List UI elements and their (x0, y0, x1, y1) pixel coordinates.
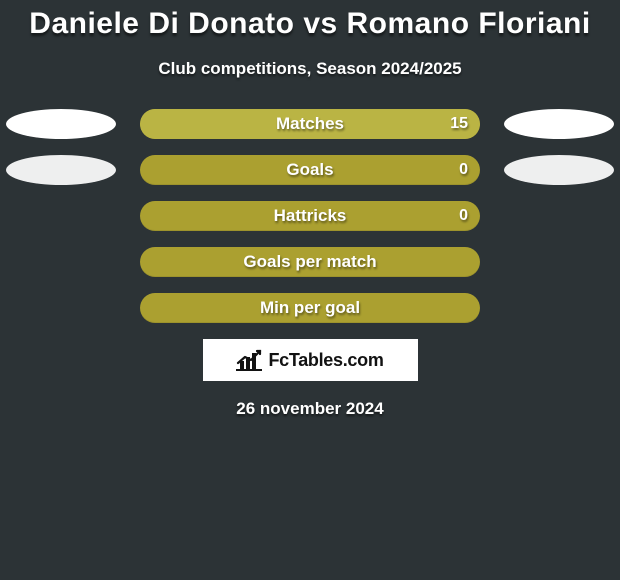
stat-bar: Goals0 (140, 155, 480, 185)
stat-label: Hattricks (140, 206, 480, 226)
page-subtitle: Club competitions, Season 2024/2025 (0, 59, 620, 79)
stat-bar-fill (140, 109, 480, 139)
generated-date: 26 november 2024 (0, 399, 620, 419)
page-title: Daniele Di Donato vs Romano Floriani (0, 4, 620, 43)
stat-row: Min per goal (0, 293, 620, 323)
stats-container: Matches15Goals0Hattricks0Goals per match… (0, 109, 620, 323)
stat-row: Goals per match (0, 247, 620, 277)
stat-row: Goals0 (0, 155, 620, 185)
stat-row: Matches15 (0, 109, 620, 139)
stat-bar: Matches15 (140, 109, 480, 139)
player-left-oval (6, 109, 116, 139)
stat-bar: Goals per match (140, 247, 480, 277)
stat-value: 15 (450, 115, 468, 133)
stat-bar: Min per goal (140, 293, 480, 323)
stat-bar: Hattricks0 (140, 201, 480, 231)
chart-icon (236, 349, 264, 371)
stat-label: Goals per match (140, 252, 480, 272)
player-right-oval (504, 109, 614, 139)
branding-badge: FcTables.com (203, 339, 418, 381)
stat-value: 0 (459, 207, 468, 225)
branding-text: FcTables.com (268, 350, 383, 371)
infographic-root: Daniele Di Donato vs Romano Floriani Clu… (0, 0, 620, 419)
stat-row: Hattricks0 (0, 201, 620, 231)
stat-label: Min per goal (140, 298, 480, 318)
player-right-oval (504, 155, 614, 185)
stat-label: Goals (140, 160, 480, 180)
stat-value: 0 (459, 161, 468, 179)
player-left-oval (6, 155, 116, 185)
